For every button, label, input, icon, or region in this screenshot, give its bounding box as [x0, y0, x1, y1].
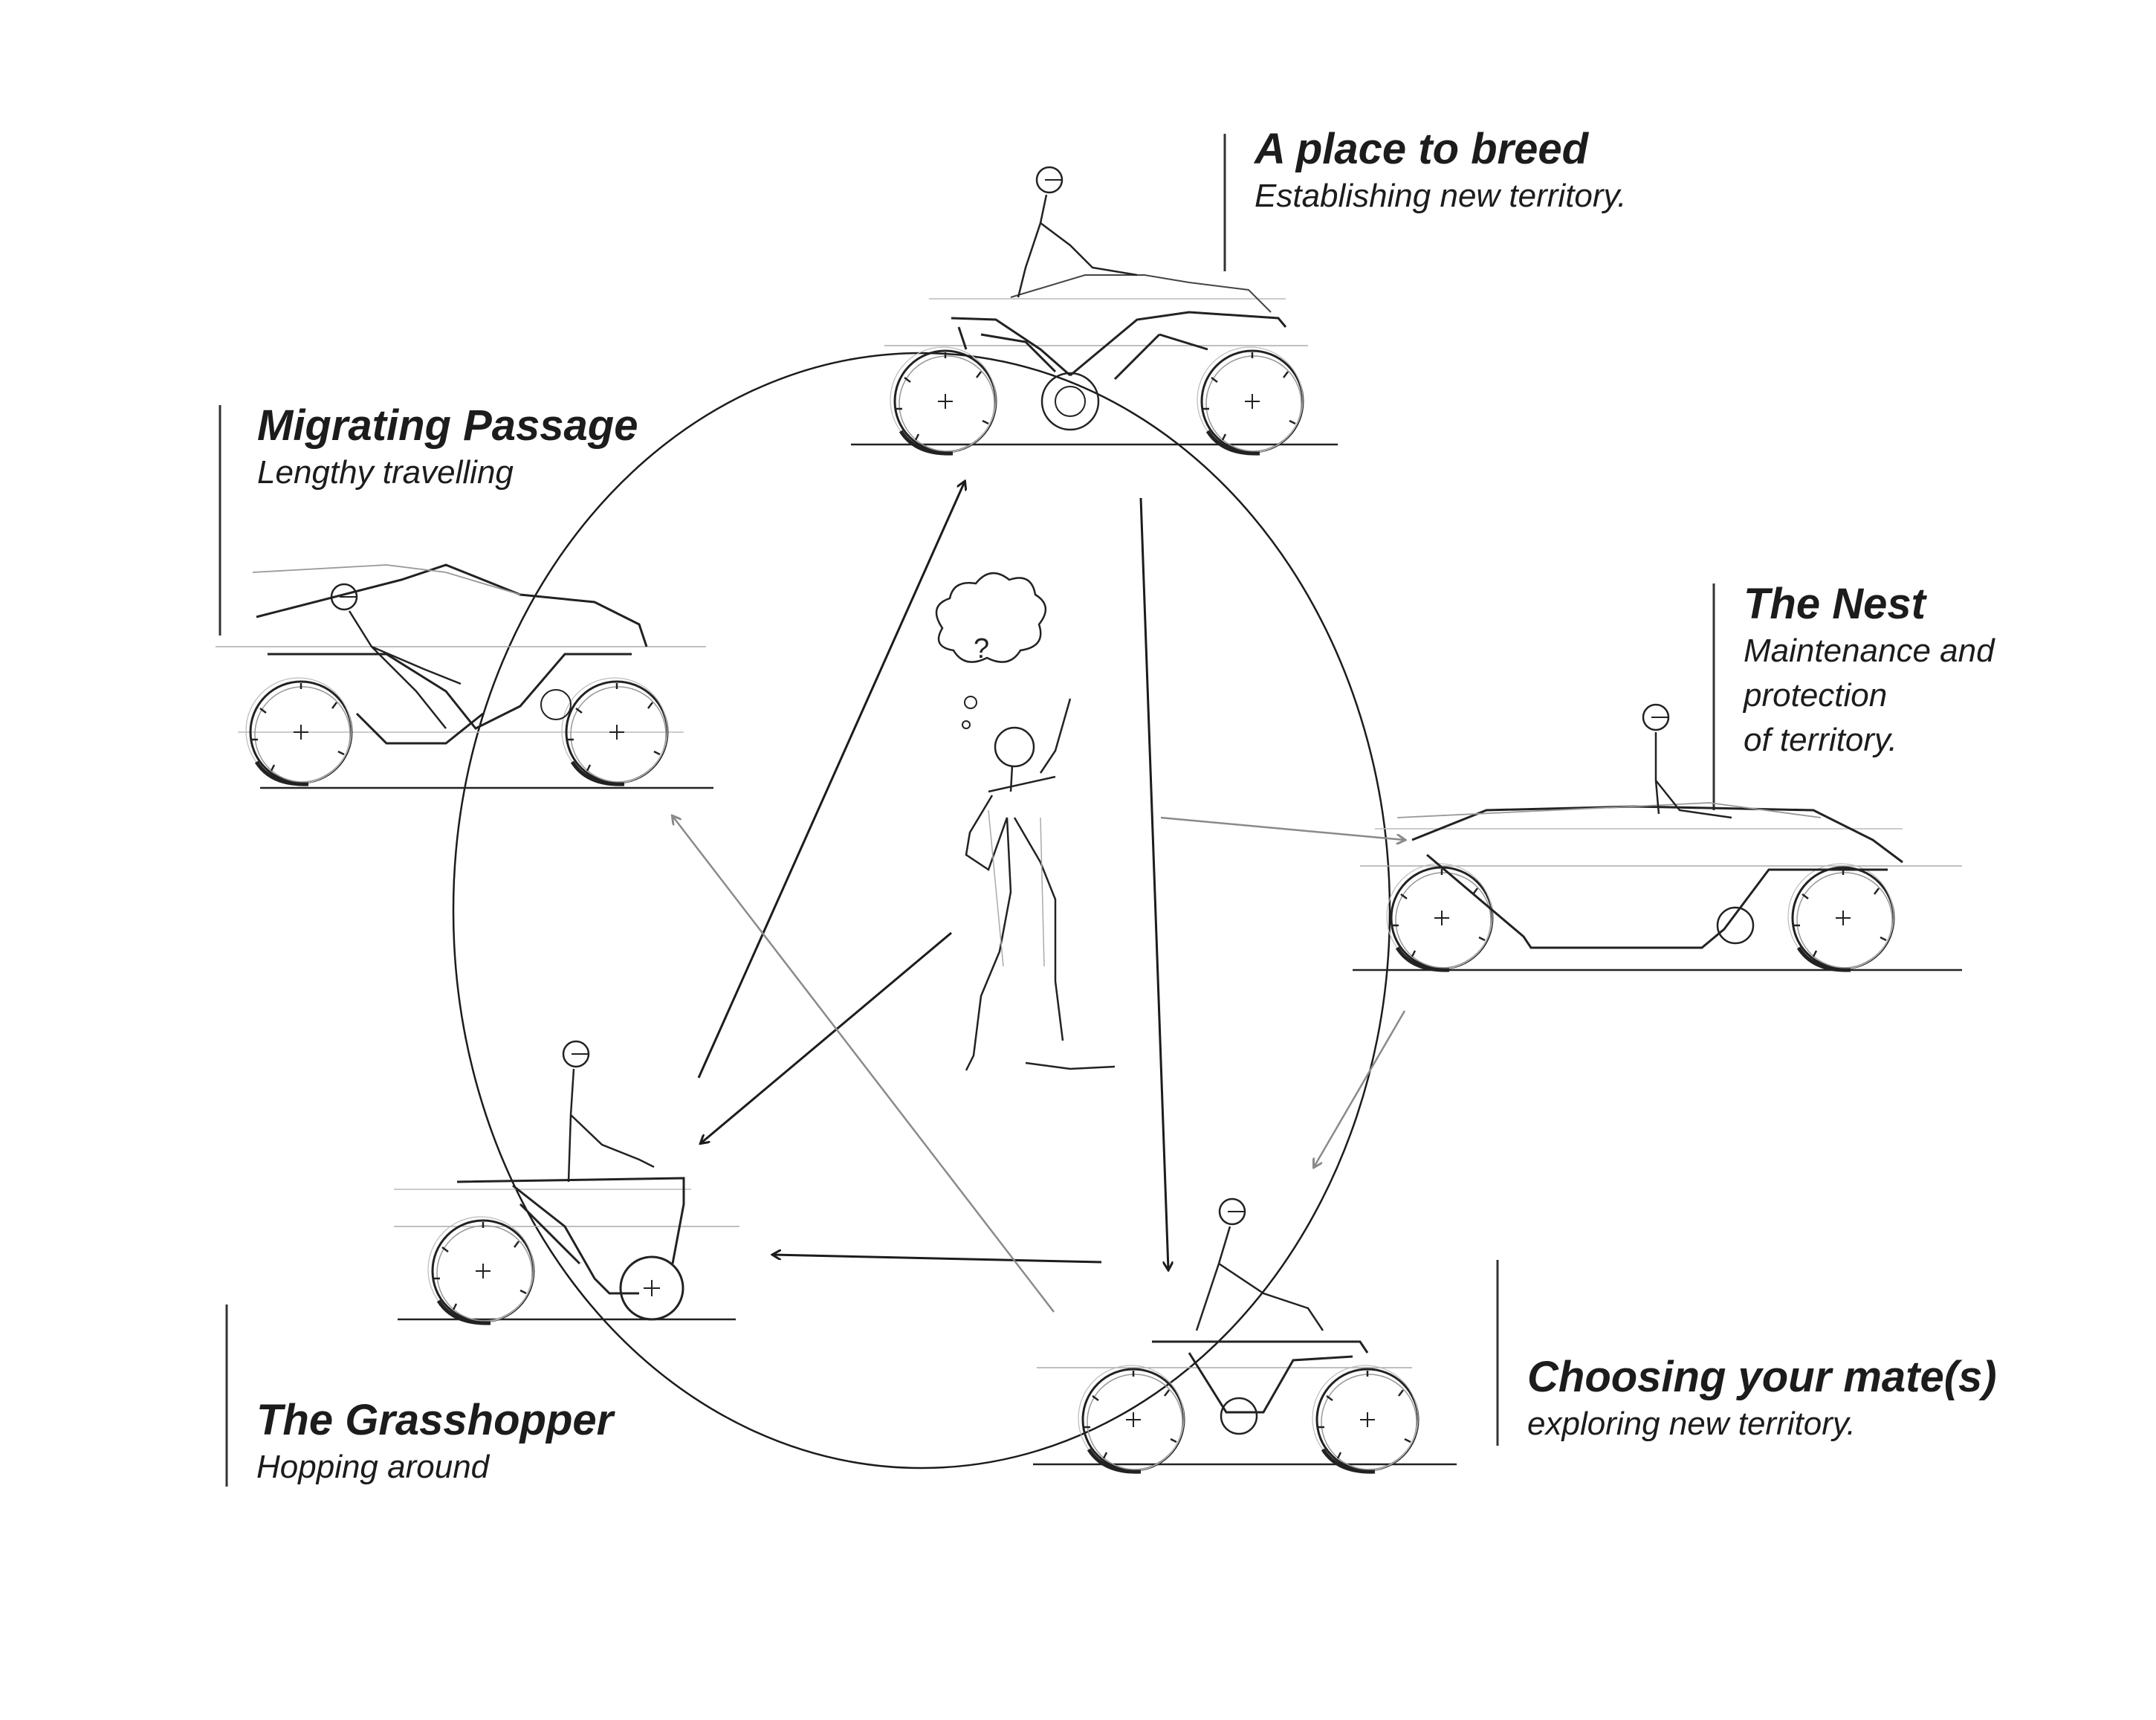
stage-subtitle-line: of territory.: [1744, 722, 1898, 758]
stage-label-breed: A place to breed Establishing new territ…: [1225, 125, 1627, 219]
nest-vehicle-sketch: [1353, 703, 1962, 970]
breed-vehicle-sketch: [851, 166, 1338, 453]
stage-subtitle-line: Maintenance and: [1744, 633, 1995, 669]
cycle-arrows: [673, 482, 1406, 1313]
mate-vehicle-sketch: [1033, 1197, 1457, 1472]
migrating-vehicle-sketch: [216, 563, 713, 789]
arrow-mate-to-grasshopper: [773, 1255, 1102, 1264]
stage-subtitle: Lengthy travelling: [257, 454, 514, 491]
arrow-to-breed: [697, 482, 965, 1079]
stage-title: Migrating Passage: [257, 401, 638, 450]
thinking-person-sketch: ?: [935, 572, 1116, 1071]
lifecycle-circle: [452, 352, 1391, 1470]
arrow-breed-to-mate: [1139, 497, 1168, 1270]
stage-label-nest: The Nest Maintenance and protection of t…: [1714, 580, 1995, 763]
arrow-nest-to-mate: [1314, 1010, 1406, 1167]
stage-label-grasshopper: The Grasshopper Hopping around: [227, 1396, 613, 1490]
stage-label-mate: Choosing your mate(s) exploring new terr…: [1498, 1353, 1997, 1446]
stage-subtitle: exploring new territory.: [1527, 1406, 1856, 1442]
stage-subtitle: Establishing new territory.: [1255, 178, 1627, 214]
arrow-person-to-grasshopper: [701, 931, 952, 1143]
thought-question-mark: ?: [974, 633, 989, 665]
arrow-person-to-nest: [1160, 816, 1405, 840]
stage-label-migrating: Migrating Passage Lengthy travelling: [227, 401, 638, 495]
stage-title: The Grasshopper: [256, 1396, 614, 1444]
stage-title: A place to breed: [1255, 125, 1589, 173]
stage-title: The Nest: [1744, 580, 1926, 628]
grasshopper-vehicle-sketch: [394, 1040, 739, 1323]
stage-subtitle: Maintenance and protection of territory.: [1744, 629, 1995, 763]
stage-subtitle: Hopping around: [256, 1449, 490, 1485]
stage-subtitle-line: protection: [1744, 677, 1888, 714]
label-bars: [218, 134, 1715, 1487]
arrow-mate-to-migrating: [673, 816, 1055, 1313]
stage-title: Choosing your mate(s): [1527, 1353, 1997, 1401]
